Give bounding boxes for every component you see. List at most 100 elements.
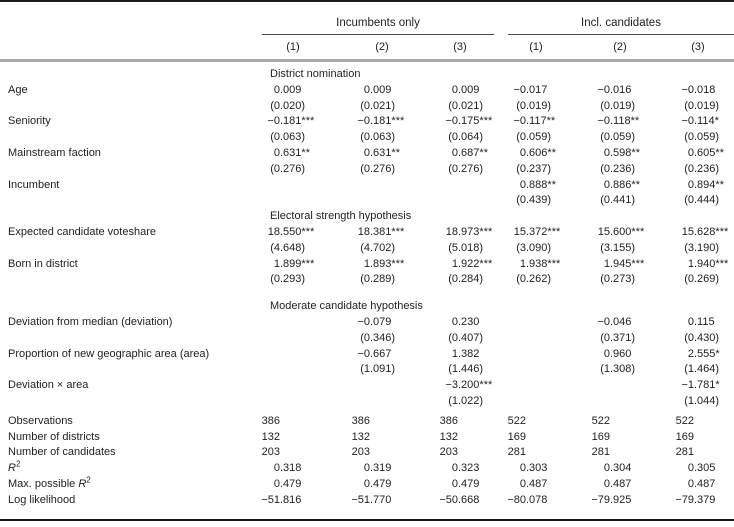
stat-cell: −80.078 (507, 493, 548, 506)
stat-cell: 132 (439, 430, 458, 443)
column-group-label: Incl. candidates (581, 17, 661, 29)
bottom-rule (0, 519, 734, 521)
coef-cell: 0.886** (603, 178, 640, 191)
coefficient-row: Born in district 1.899*** 1.893*** 1.922***… (0, 257, 734, 273)
row-label: Proportion of new geographic area (area) (8, 347, 210, 360)
row-label: Age (8, 83, 28, 96)
se-cell: (0.276) (448, 162, 484, 175)
stat-cell: 386 (351, 414, 370, 427)
std-error-row: (1.022) (1.044) (0, 394, 734, 410)
se-cell: (0.064) (448, 131, 484, 144)
stat-cell: 0.305 (687, 462, 716, 475)
coef-cell (248, 178, 338, 194)
se-cell: (3.090) (516, 241, 552, 254)
stat-cell: 203 (439, 446, 458, 459)
stat-row: Observations 386 386 386 522 522 522 (0, 414, 734, 430)
row-label: Max. possible R2 (8, 475, 91, 490)
section-header-row: District nomination (0, 67, 734, 83)
coefficient-row: Incumbent 0.888** 0.886** 0.894** (0, 178, 734, 194)
coef-cell: −0.667 (357, 347, 392, 360)
row-label: Log likelihood (8, 493, 76, 506)
stat-cell: 0.303 (519, 462, 548, 475)
row-label: Born in district (8, 257, 78, 270)
column-number-header-row: (1) (2) (3) (1) (2) (3) (0, 36, 734, 57)
se-cell: (0.430) (684, 331, 720, 344)
coef-cell: −3.200*** (445, 379, 493, 392)
coef-cell: 0.009 (273, 83, 302, 96)
se-cell: (0.276) (360, 162, 396, 175)
se-cell: (0.059) (600, 131, 636, 144)
se-cell (248, 193, 338, 209)
se-cell: (0.021) (448, 99, 484, 112)
se-cell: (0.236) (684, 162, 720, 175)
row-label: Expected candidate voteshare (8, 225, 156, 238)
se-cell: (0.284) (448, 273, 484, 286)
stat-cell: 0.487 (687, 477, 716, 490)
coef-cell: 1.945*** (603, 257, 645, 270)
stat-cell: 522 (591, 414, 610, 427)
se-cell: (1.044) (684, 394, 720, 407)
table-body: District nomination Age 0.009 0.009 0.009 −0.… (0, 67, 734, 509)
stat-row: R2 0.318 0.319 0.323 0.303 0.304 0.305 (0, 460, 734, 477)
stat-cell: 0.479 (451, 477, 480, 490)
std-error-row: (0.293) (0.289) (0.284) (0.262) (0.273) (0.26… (0, 272, 734, 288)
coef-cell (578, 378, 662, 394)
coef-cell (338, 378, 426, 394)
std-error-row: (0.063) (0.063) (0.064) (0.059) (0.059) (0.05… (0, 130, 734, 146)
coef-cell: 18.381*** (357, 225, 405, 238)
stat-cell: 169 (591, 430, 610, 443)
se-cell (494, 362, 578, 378)
se-cell (338, 394, 426, 410)
coef-cell: −0.017 (513, 83, 548, 96)
coef-cell: −0.175*** (445, 115, 493, 128)
header-rule (0, 59, 734, 62)
coef-cell: 18.550*** (267, 225, 315, 238)
stat-cell: 203 (261, 446, 280, 459)
coef-cell: −0.018 (681, 83, 716, 96)
se-cell: (1.464) (684, 363, 720, 376)
coef-cell: 0.960 (603, 347, 632, 360)
se-cell: (0.346) (360, 331, 396, 344)
se-cell: (5.018) (448, 241, 484, 254)
stat-cell: 132 (261, 430, 280, 443)
column-group-header-row: Incumbents only Incl. candidates (0, 4, 734, 35)
stat-cell: 0.479 (273, 477, 302, 490)
coef-cell: 0.605** (687, 146, 724, 159)
stat-cell: −79.925 (591, 493, 632, 506)
stat-row: Log likelihood −51.816 −51.770 −50.668 −80.0… (0, 493, 734, 509)
stat-cell: 281 (507, 446, 526, 459)
stat-cell: −79.379 (675, 493, 716, 506)
coef-cell: 15.600*** (597, 225, 645, 238)
stat-cell: 0.319 (363, 462, 392, 475)
row-label: Incumbent (8, 178, 60, 191)
coef-cell: 0.631** (273, 146, 310, 159)
section-header: Moderate candidate hypothesis (270, 300, 423, 313)
stat-cell: −51.816 (261, 493, 302, 506)
se-cell: (0.063) (360, 131, 396, 144)
section-header-row: Moderate candidate hypothesis (0, 299, 734, 315)
se-cell (494, 331, 578, 347)
coef-cell: 15.628*** (681, 225, 729, 238)
se-cell (426, 193, 494, 209)
coef-cell: −0.181*** (357, 115, 405, 128)
std-error-row: (0.020) (0.021) (0.021) (0.019) (0.019) (0.01… (0, 99, 734, 115)
se-cell: (3.155) (600, 241, 636, 254)
coef-cell: −0.181*** (267, 115, 315, 128)
se-cell: (0.407) (448, 331, 484, 344)
section-header: Electoral strength hypothesis (270, 210, 412, 223)
coef-cell: 0.606** (519, 146, 556, 159)
coef-cell: 2.555* (687, 347, 720, 360)
se-cell: (0.293) (270, 273, 306, 286)
stat-cell: 281 (591, 446, 610, 459)
stat-cell: 386 (439, 414, 458, 427)
coef-cell: 0.598** (603, 146, 640, 159)
se-cell: (0.019) (516, 99, 552, 112)
std-error-row: (0.439) (0.441) (0.444) (0, 193, 734, 209)
row-label: Observations (8, 414, 73, 427)
coefficient-row: Age 0.009 0.009 0.009 −0.017 −0.016 −0.018 (0, 83, 734, 99)
se-cell (248, 362, 338, 378)
stat-cell: 0.304 (603, 462, 632, 475)
row-gap (0, 288, 734, 299)
coef-cell: 0.894** (687, 178, 724, 191)
